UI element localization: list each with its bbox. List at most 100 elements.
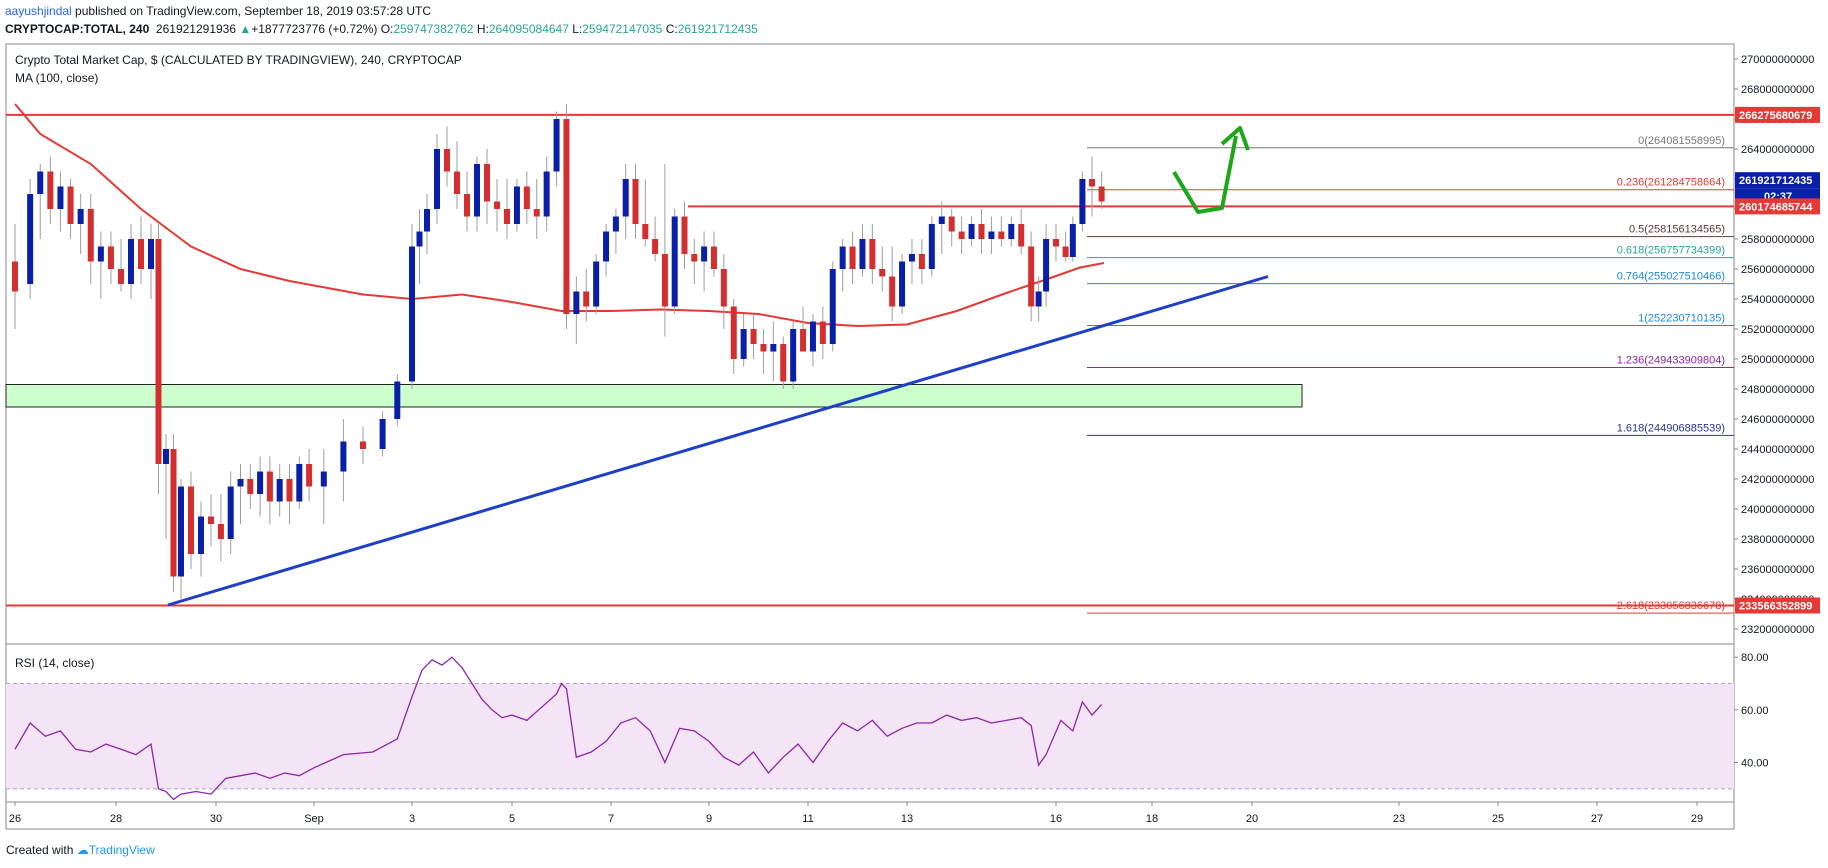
candle-body [790,329,797,382]
candle-body [237,479,244,487]
candle-body [513,186,520,224]
price-chart[interactable]: 0(264081558995) 0.236(261284758664) 0.5(25… [0,38,1828,838]
candle-body [593,261,600,307]
last-price-tag-label: 261921712435 [1739,175,1812,187]
candle [87,194,94,284]
x-tick-label: 23 [1393,813,1405,825]
candle-body [12,261,18,292]
candle-body [543,171,550,217]
candle-body [1098,186,1105,202]
candle [47,156,54,224]
candle [839,239,846,292]
candle-body [266,471,273,502]
candle-body [642,224,649,239]
candle [1062,231,1069,262]
candle [958,216,965,254]
symbol: CRYPTOCAP:TOTAL, 240 [5,22,150,36]
candle-body [409,246,415,382]
candle [622,164,629,239]
candle-body [770,344,777,352]
x-tick-label: 18 [1146,813,1158,825]
candle [276,464,283,517]
candle-body [148,239,154,269]
candle [107,231,114,284]
candle [128,224,134,299]
low-value: 259472147035 [582,22,663,36]
high-value: 264095084647 [488,22,569,36]
candle [444,126,450,187]
author-link[interactable]: aayushjindal [5,4,72,18]
candle-body [1069,224,1076,257]
candle [57,171,64,232]
fib-label: 1(252230710135) [1638,313,1725,325]
candle [247,464,254,509]
y-tick-label: 250000000000 [1741,354,1814,366]
candle [573,276,580,344]
candle [170,434,177,592]
candle [780,336,787,389]
candle-body [1053,239,1059,247]
candle [710,231,717,277]
candle [849,231,856,284]
candle [1079,171,1086,232]
candle-body [671,216,678,307]
candle-body [504,209,510,224]
chart-title: Crypto Total Market Cap, $ (CALCULATED B… [15,53,462,67]
candle-body [632,179,639,224]
candle [879,246,886,292]
candle-body [780,344,787,382]
support-price-tag-label: 260174685744 [1739,201,1813,213]
candle [320,449,327,524]
candle [494,179,500,232]
candle-body [394,381,401,419]
y-tick-label: 248000000000 [1741,384,1814,396]
candle [632,164,639,239]
candle [227,471,234,554]
candle [1043,224,1050,307]
y-tick-label: 244000000000 [1741,444,1814,456]
candle-body [1062,246,1069,257]
candle-body [286,479,293,502]
candle-body [163,449,169,464]
candle-body [879,269,886,277]
candle-body [138,239,144,269]
candle [869,224,876,284]
candle [484,149,490,224]
candle-body [178,486,184,577]
candle [217,494,224,562]
support-price-tag [1735,198,1820,215]
fib-label: 0.618(256757734399) [1617,245,1725,257]
candle [409,224,415,389]
rsi-tick-label: 40.00 [1741,758,1769,770]
candle-body [454,171,460,194]
candle [424,194,430,254]
candle-body [869,239,876,269]
candle [593,254,600,314]
candle-body [998,231,1005,239]
candle [533,179,540,239]
candle [899,254,906,314]
candle [918,239,925,284]
candle-body [583,291,590,307]
candle [859,224,866,277]
arrow-head [1220,126,1250,151]
candle [1098,171,1105,209]
tradingview-brand[interactable]: TradingView [88,843,155,857]
candle [138,216,144,284]
candle [360,426,366,464]
y-tick-label: 258000000000 [1741,234,1814,246]
candle-body [809,321,816,352]
x-tick-label: 5 [509,813,515,825]
candle-body [306,464,313,487]
candle-body [968,224,975,239]
candle [37,164,44,239]
candle-body [37,171,44,194]
chart-header: aayushjindal published on TradingView.co… [0,0,1828,38]
candle-body [928,224,935,269]
y-tick-label: 246000000000 [1741,414,1814,426]
candle [513,179,520,232]
candle [208,494,214,547]
candle [523,171,530,224]
candle-body [444,149,450,172]
candle [163,434,169,539]
